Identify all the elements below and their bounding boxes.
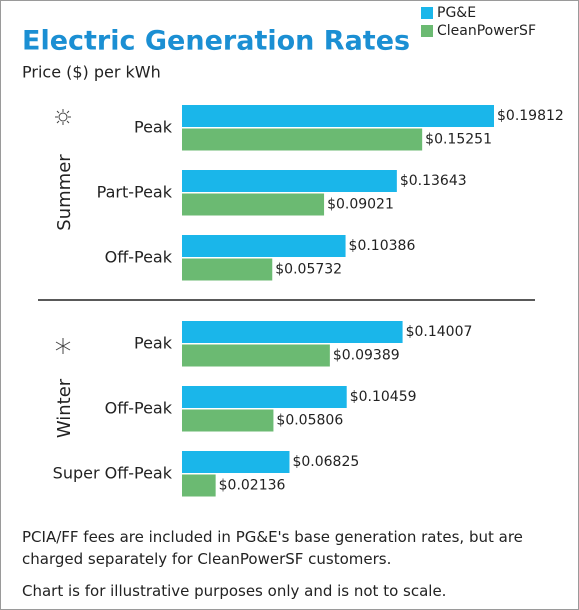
category-label: Peak	[134, 118, 173, 137]
value-label: $0.02136	[219, 478, 286, 494]
bar	[182, 193, 325, 216]
bar	[182, 235, 346, 257]
bar	[182, 128, 423, 151]
value-label: $0.13643	[400, 173, 467, 189]
value-label: $0.05732	[275, 262, 342, 278]
bar	[182, 258, 273, 281]
bar	[182, 344, 330, 367]
note: Chart is for illustrative purposes only …	[22, 582, 447, 600]
bar	[182, 474, 216, 497]
chart-title: Electric Generation Rates	[22, 26, 410, 57]
value-label: $0.10459	[350, 389, 417, 405]
sun-icon	[55, 109, 71, 125]
bar	[182, 451, 290, 473]
legend-label: PG&E	[437, 5, 476, 21]
value-label: $0.05806	[276, 413, 343, 429]
category-label: Peak	[134, 334, 173, 353]
value-label: $0.15251	[425, 132, 492, 148]
category-label: Super Off-Peak	[53, 464, 173, 483]
group-label: Winter	[54, 378, 75, 438]
legend-label: CleanPowerSF	[437, 23, 536, 39]
value-label: $0.19812	[497, 108, 564, 124]
legend-swatch	[421, 7, 433, 19]
value-label: $0.09389	[333, 348, 400, 364]
chart-subtitle: Price ($) per kWh	[22, 63, 161, 82]
value-label: $0.14007	[406, 324, 473, 340]
value-label: $0.09021	[327, 197, 394, 213]
bar	[182, 321, 403, 343]
category-label: Off-Peak	[105, 399, 173, 418]
note: PCIA/FF fees are included in PG&E's base…	[22, 528, 523, 568]
snowflake-icon	[55, 338, 71, 354]
bar	[182, 105, 494, 127]
value-label: $0.06825	[292, 454, 359, 470]
category-label: Part-Peak	[97, 183, 173, 202]
group-label: Summer	[54, 154, 75, 231]
bar	[182, 386, 347, 408]
legend-swatch	[421, 25, 433, 37]
value-label: $0.10386	[349, 238, 416, 254]
category-label: Off-Peak	[105, 248, 173, 267]
bar	[182, 409, 274, 432]
bar	[182, 170, 397, 192]
